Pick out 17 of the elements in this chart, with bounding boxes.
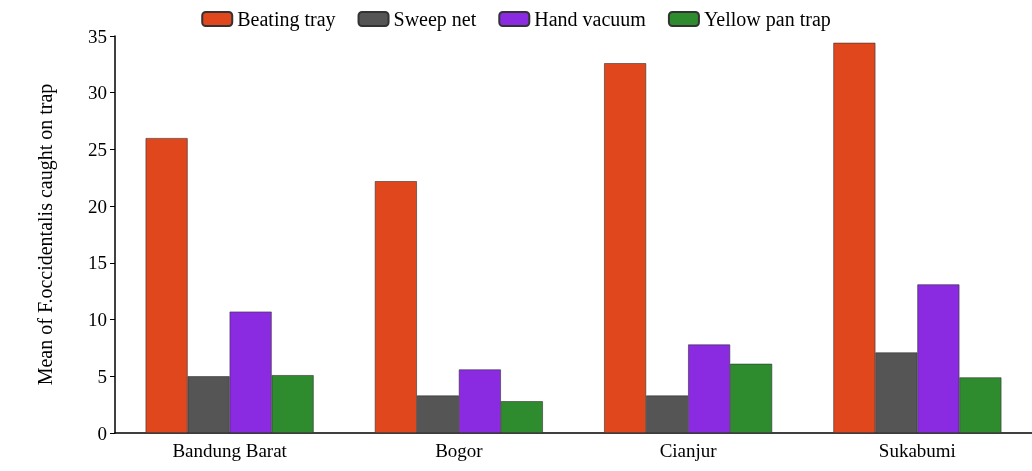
legend-label: Sweep net xyxy=(393,8,477,31)
y-tick-label: 0 xyxy=(97,422,107,444)
x-tick-label: Bandung Barat xyxy=(172,440,288,461)
y-tick-label: 20 xyxy=(88,195,107,217)
y-tick-label: 30 xyxy=(88,82,107,104)
legend-label: Hand vacuum xyxy=(534,8,647,30)
y-tick-label: 5 xyxy=(97,365,107,387)
y-axis-title: Mean of F.occidentalis caught on trap xyxy=(34,83,57,386)
y-tick-label: 25 xyxy=(88,138,107,160)
y-tick-label: 35 xyxy=(88,25,107,47)
legend-label: Yellow pan trap xyxy=(703,8,831,31)
y-tick-label: 10 xyxy=(88,309,107,331)
y-tick-label: 15 xyxy=(88,252,107,274)
x-tick-label: Cianjur xyxy=(659,440,718,461)
x-tick-label: Sukabumi xyxy=(878,440,956,461)
legend-label: Beating tray xyxy=(237,8,336,31)
x-tick-label: Bogor xyxy=(435,440,484,461)
